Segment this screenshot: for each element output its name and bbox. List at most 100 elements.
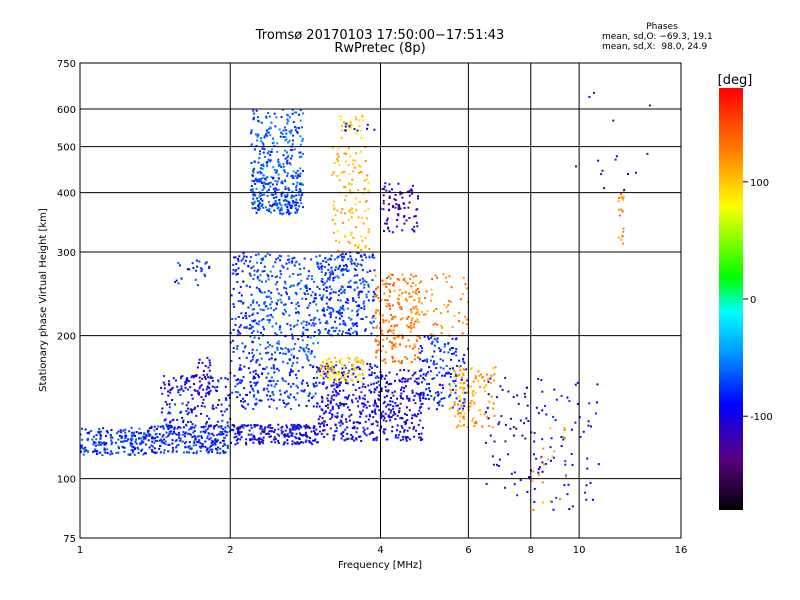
data-point	[320, 366, 323, 369]
data-point	[533, 487, 536, 490]
data-point	[274, 190, 277, 193]
data-point	[284, 282, 287, 285]
data-point	[129, 453, 132, 456]
data-point	[374, 288, 377, 291]
data-point	[336, 160, 339, 162]
data-point	[278, 398, 281, 401]
data-point	[275, 322, 278, 325]
data-point	[406, 429, 409, 432]
data-point	[273, 371, 276, 374]
data-point	[429, 359, 432, 362]
data-point	[235, 263, 238, 265]
data-point	[343, 322, 346, 325]
data-point	[171, 439, 174, 442]
data-point	[344, 125, 347, 128]
data-point	[209, 448, 212, 451]
data-point	[242, 426, 245, 429]
data-point	[168, 383, 171, 386]
data-point	[84, 428, 87, 431]
data-point	[388, 288, 391, 291]
data-point	[216, 386, 219, 388]
data-point	[355, 366, 358, 369]
data-point	[358, 171, 360, 174]
data-point	[445, 365, 448, 367]
data-point	[350, 433, 353, 436]
data-point	[300, 441, 303, 443]
data-point	[321, 417, 324, 420]
data-point	[284, 196, 287, 198]
data-point	[541, 501, 544, 504]
data-point	[97, 444, 100, 447]
data-point	[291, 154, 294, 157]
data-point	[288, 371, 291, 374]
data-point	[449, 358, 452, 361]
data-point	[362, 430, 365, 433]
data-point	[416, 393, 419, 396]
data-point	[178, 433, 181, 436]
data-point	[540, 379, 543, 382]
data-point	[351, 124, 354, 127]
data-point	[309, 352, 312, 355]
data-point	[385, 405, 388, 408]
data-point	[196, 405, 199, 408]
data-point	[600, 173, 603, 176]
data-point	[271, 325, 274, 328]
data-point	[387, 383, 390, 386]
data-point	[196, 366, 199, 369]
data-point	[381, 375, 384, 378]
data-point	[220, 403, 223, 406]
data-point	[365, 281, 368, 284]
data-point	[286, 195, 289, 197]
data-point	[358, 435, 360, 438]
data-point	[341, 307, 344, 310]
data-point	[291, 364, 294, 367]
data-point	[301, 434, 304, 437]
data-point	[250, 161, 253, 164]
data-point	[362, 360, 365, 363]
data-point	[245, 441, 247, 444]
data-point	[313, 430, 316, 433]
data-point	[82, 453, 85, 456]
data-point	[321, 281, 324, 283]
data-point	[272, 141, 275, 144]
data-point	[491, 367, 494, 370]
data-point	[158, 433, 161, 436]
data-point	[423, 335, 426, 338]
data-point	[272, 379, 275, 382]
data-point	[376, 325, 379, 328]
data-point	[101, 454, 104, 457]
data-point	[416, 356, 419, 359]
data-point	[367, 299, 370, 302]
data-point	[350, 183, 353, 186]
data-point	[269, 303, 272, 306]
data-point	[121, 435, 124, 438]
data-point	[237, 267, 240, 270]
data-point	[620, 238, 623, 241]
data-point	[363, 402, 365, 405]
data-point	[345, 268, 348, 270]
data-point	[80, 447, 82, 450]
data-point	[348, 394, 351, 397]
data-point	[217, 403, 219, 406]
data-point	[253, 424, 256, 426]
data-point	[623, 188, 626, 191]
data-point	[261, 280, 263, 283]
data-point	[504, 376, 507, 379]
data-point	[554, 419, 557, 422]
data-point	[131, 451, 134, 454]
data-point	[269, 185, 272, 188]
data-point	[163, 449, 166, 452]
data-point	[299, 424, 302, 427]
data-point	[216, 449, 219, 452]
data-point	[174, 379, 177, 382]
data-point	[191, 423, 194, 426]
data-point	[419, 374, 422, 377]
data-point	[415, 289, 418, 292]
data-point	[326, 360, 329, 363]
data-point	[341, 311, 344, 314]
data-point	[337, 147, 340, 150]
data-point	[359, 279, 361, 282]
data-point	[353, 367, 356, 370]
